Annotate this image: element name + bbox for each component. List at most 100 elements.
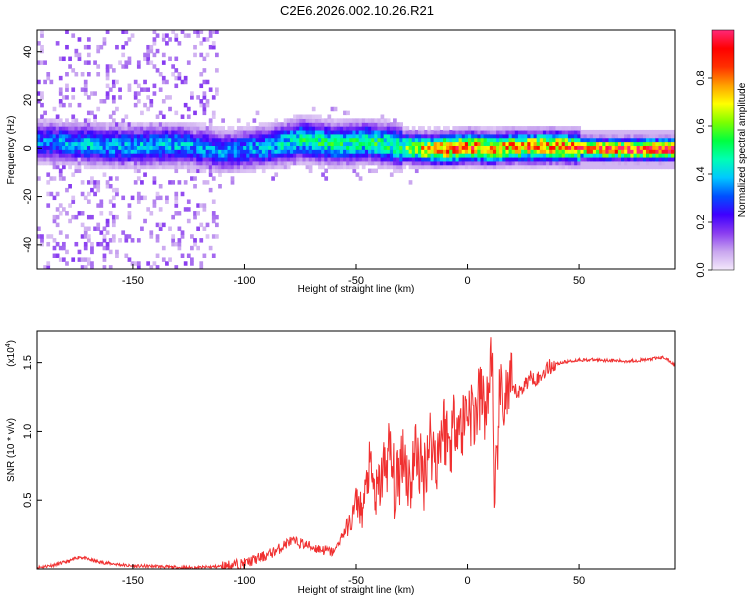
spectrogram-cell [524, 141, 528, 146]
spectrogram-cell [583, 149, 588, 154]
spectrogram-cell [349, 126, 354, 131]
spectrogram-cell [642, 149, 647, 154]
spectrogram-cell [305, 118, 310, 123]
spectrogram-cell [118, 129, 122, 135]
spectrogram-cell [633, 153, 638, 158]
spectrogram-cell [458, 164, 463, 170]
spectrogram-cell [624, 149, 628, 154]
spectrogram-cell [377, 149, 382, 154]
spectrogram-cell [52, 238, 57, 243]
spectrogram-cell [136, 238, 141, 243]
spectrogram-cell [561, 156, 566, 162]
spectrogram-cell [602, 164, 606, 170]
spectrogram-cell [86, 72, 91, 77]
spectrogram-cell [358, 122, 363, 127]
spectrogram-cell [302, 137, 307, 143]
spectrogram-cell [68, 56, 72, 62]
spectrogram-cell [458, 129, 463, 135]
spectrogram-cell [43, 141, 47, 146]
spectrogram-cell [46, 133, 51, 139]
spectrogram-cell [96, 126, 101, 131]
spectrogram-cell [427, 145, 432, 150]
spectrogram-cell [155, 238, 160, 243]
spectrogram-cell [211, 168, 216, 174]
spectrogram-x-tick-label: -50 [348, 275, 364, 287]
spectrogram-cell [527, 145, 532, 150]
spectrogram-cell [196, 164, 200, 170]
spectrogram-cell [199, 238, 204, 243]
spectrogram-cell [171, 214, 176, 220]
spectrogram-cell [380, 164, 385, 170]
spectrogram-cell [439, 129, 444, 135]
spectrogram-cell [190, 156, 194, 162]
spectrogram-cell [399, 122, 403, 127]
spectrogram-cell [449, 145, 453, 150]
spectrogram-cell [605, 137, 610, 143]
spectrogram-cell [99, 203, 104, 208]
spectrogram-cell [346, 149, 350, 154]
spectrogram-cell [630, 160, 635, 166]
spectrogram-cell [149, 153, 154, 158]
spectrogram-cell [143, 153, 147, 158]
spectrogram-cell [55, 241, 60, 247]
spectrogram-cell [477, 164, 482, 170]
spectrogram-cell [514, 141, 519, 146]
spectrogram-cell [49, 126, 54, 131]
spectrogram-cell [364, 153, 369, 158]
spectrogram-cell [402, 153, 407, 158]
spectrogram-cell [352, 168, 357, 174]
spectrogram-cell [202, 149, 207, 154]
spectrogram-cell [65, 141, 69, 146]
spectrogram-cell [530, 156, 535, 162]
spectrogram-cell [508, 160, 513, 166]
spectrogram-cell [118, 141, 122, 146]
spectrogram-cell [352, 141, 357, 146]
spectrogram-cell [343, 153, 347, 158]
spectrogram-cell [165, 41, 169, 46]
spectrogram-cell [424, 137, 428, 143]
spectrogram-cell [430, 141, 435, 146]
spectrogram-cell [636, 164, 641, 170]
spectrogram-cell [127, 234, 132, 239]
spectrogram-cell [364, 122, 369, 127]
spectrogram-cell [146, 87, 151, 92]
spectrogram-cell [474, 160, 478, 166]
spectrogram-cell [446, 156, 450, 162]
spectrogram-cell [46, 126, 51, 131]
spectrogram-cell [40, 129, 44, 135]
spectrogram-cell [611, 133, 616, 139]
spectrogram-cell [617, 141, 622, 146]
spectrogram-cell [240, 129, 244, 135]
spectrogram-cell [168, 257, 172, 262]
spectrogram-cell [215, 153, 219, 158]
spectrogram-cell [371, 122, 375, 127]
spectrogram-cell [430, 149, 435, 154]
spectrogram-cell [43, 60, 47, 65]
spectrogram-cell [52, 156, 57, 162]
spectrogram-cell [542, 156, 547, 162]
spectrogram-cell [458, 126, 463, 131]
spectrogram-cell [396, 122, 400, 127]
spectrogram-cell [227, 149, 232, 154]
spectrogram-cell [46, 261, 51, 266]
spectrogram-cell [161, 141, 166, 146]
spectrogram-cell [86, 156, 91, 162]
spectrogram-cell [561, 149, 566, 154]
spectrogram-cell [418, 145, 422, 150]
spectrogram-cell [321, 133, 325, 139]
spectrogram-cell [364, 160, 369, 166]
spectrogram-cell [496, 129, 500, 135]
spectrogram-cell [577, 153, 582, 158]
spectrogram-cell [102, 133, 107, 139]
spectrogram-cell [115, 176, 119, 181]
spectrogram-cell [93, 180, 97, 185]
spectrogram-cell [115, 44, 119, 50]
spectrogram-cell [165, 129, 169, 135]
spectrogram-cell [305, 137, 310, 143]
spectrogram-cell [40, 48, 44, 54]
spectrogram-cell [140, 195, 144, 201]
spectrogram-cell [199, 72, 204, 77]
spectrogram-cell [283, 156, 288, 162]
spectrogram-x-tick-label: 50 [573, 275, 585, 287]
spectrogram-cell [658, 160, 663, 166]
